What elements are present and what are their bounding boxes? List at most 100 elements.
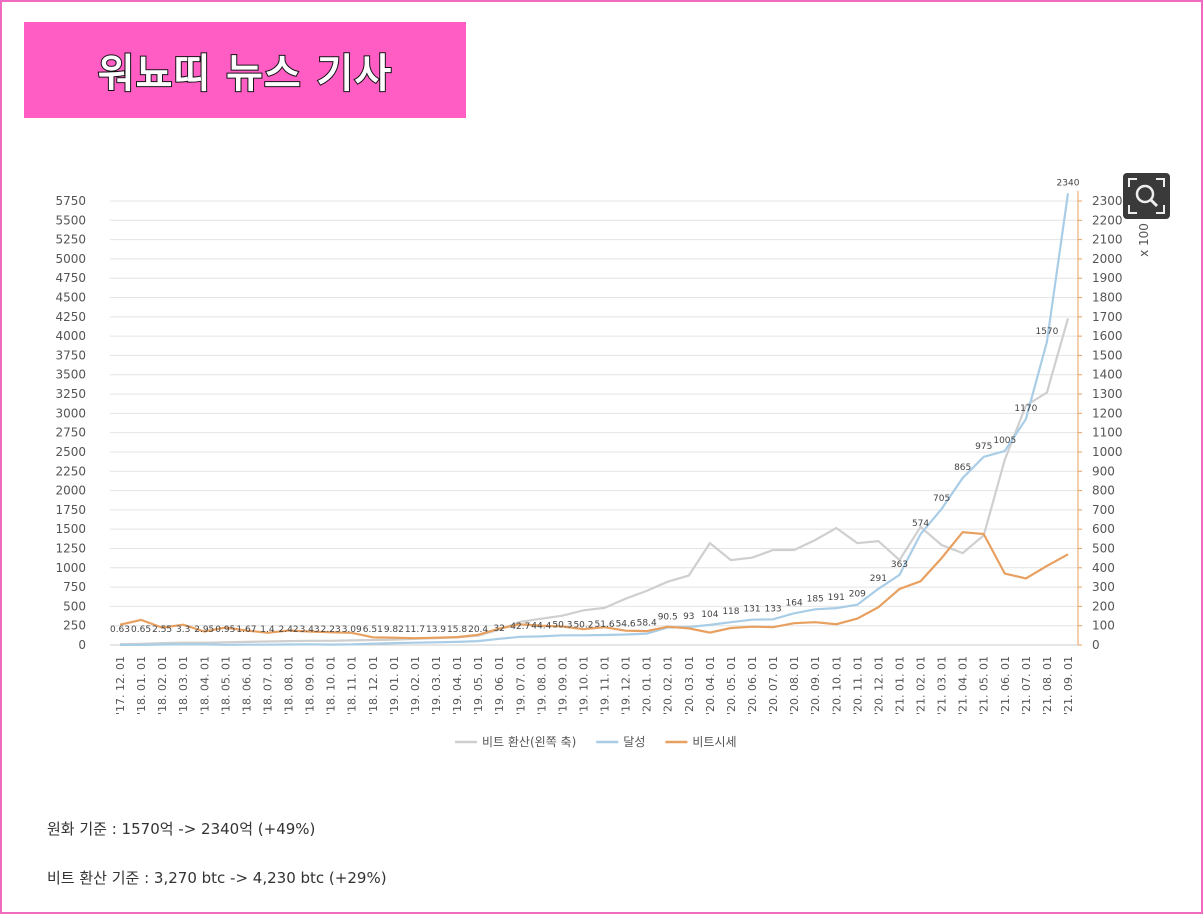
data-label: 50.2 <box>573 620 593 630</box>
data-label: 0.95 <box>215 625 235 635</box>
x-tick-label: '19. 09. 01 <box>556 656 569 715</box>
y2-tick-label: 1800 <box>1092 291 1123 305</box>
data-label: 3.43 <box>300 625 320 635</box>
data-label: 1570 <box>1035 327 1058 337</box>
data-label: 44.4 <box>531 621 551 631</box>
data-label: 0.65 <box>131 625 151 635</box>
data-label: 164 <box>786 598 803 608</box>
y-tick-label: 2000 <box>55 484 86 498</box>
y-tick-label: 1250 <box>55 541 86 555</box>
y-tick-label: 4000 <box>55 329 86 343</box>
data-label: 90.5 <box>658 613 678 623</box>
x-tick-label: '19. 11. 01 <box>599 656 612 715</box>
y-tick-label: 750 <box>63 580 86 594</box>
data-label: 0.63 <box>110 625 130 635</box>
x-tick-label: '19. 07. 01 <box>514 656 527 715</box>
x-tick-label: '18. 06. 01 <box>240 656 253 715</box>
y2-tick-label: 600 <box>1092 522 1115 536</box>
data-label: 2.55 <box>152 625 172 635</box>
y-tick-label: 3250 <box>55 387 86 401</box>
y2-tick-label: 2200 <box>1092 213 1123 227</box>
data-label: 32 <box>493 624 504 634</box>
x-tick-label: '21. 02. 01 <box>915 656 928 715</box>
y2-tick-label: 1600 <box>1092 329 1123 343</box>
y2-tick-label: 2100 <box>1092 233 1123 247</box>
y2-tick-label: 700 <box>1092 503 1115 517</box>
y2-tick-label: 500 <box>1092 541 1115 555</box>
data-label: 363 <box>891 560 908 570</box>
y-tick-label: 4750 <box>55 271 86 285</box>
data-label: 58.4 <box>637 619 657 629</box>
x-tick-label: '20. 01. 01 <box>641 656 654 715</box>
y-tick-label: 5750 <box>55 194 86 208</box>
data-label: 2.95 <box>194 625 214 635</box>
data-label: 1170 <box>1014 404 1037 414</box>
zoom-button[interactable] <box>1123 173 1170 219</box>
y-tick-label: 1500 <box>55 522 86 536</box>
y2-tick-label: 1500 <box>1092 348 1123 362</box>
header-banner: 워뇨띠 뉴스 기사 <box>24 22 466 118</box>
data-label: 191 <box>828 593 845 603</box>
data-label: 9.82 <box>384 625 404 635</box>
legend-label: 달성 <box>623 735 645 749</box>
data-label: 574 <box>912 519 929 529</box>
y-tick-label: 4250 <box>55 310 86 324</box>
x-tick-label: '19. 01. 01 <box>388 656 401 715</box>
y2-tick-label: 2300 <box>1092 194 1123 208</box>
data-label: 2.23 <box>321 625 341 635</box>
y2-tick-label: 300 <box>1092 580 1115 594</box>
data-label: 104 <box>701 610 718 620</box>
data-label: 13.9 <box>426 625 446 635</box>
y2-tick-label: 1100 <box>1092 426 1123 440</box>
data-label: 185 <box>807 594 824 604</box>
y2-tick-label: 1700 <box>1092 310 1123 324</box>
y-tick-label: 2250 <box>55 464 86 478</box>
data-label: 131 <box>743 605 760 615</box>
y-tick-label: 500 <box>63 599 86 613</box>
data-label: 209 <box>849 590 866 600</box>
data-label: 20.4 <box>468 625 488 635</box>
y2-tick-label: 800 <box>1092 484 1115 498</box>
y2-tick-label: 400 <box>1092 561 1115 575</box>
y2-axis-label: x 100 <box>1137 223 1151 257</box>
x-tick-label: '18. 10. 01 <box>325 656 338 715</box>
x-tick-label: '18. 03. 01 <box>177 656 190 715</box>
legend-label: 비트시세 <box>692 735 736 749</box>
y2-tick-label: 0 <box>1092 638 1100 652</box>
x-tick-label: '18. 05. 01 <box>219 656 232 715</box>
data-label: 133 <box>764 604 781 614</box>
y-tick-label: 2500 <box>55 445 86 459</box>
x-tick-label: '19. 12. 01 <box>620 656 633 715</box>
x-tick-label: '18. 09. 01 <box>304 656 317 715</box>
x-tick-label: '19. 02. 01 <box>409 656 422 715</box>
x-tick-label: '20. 04. 01 <box>704 656 717 715</box>
y-tick-label: 3000 <box>55 406 86 420</box>
y-tick-label: 250 <box>63 619 86 633</box>
y2-tick-label: 900 <box>1092 464 1115 478</box>
data-label: 865 <box>954 463 971 473</box>
data-label: 54.6 <box>616 619 636 629</box>
x-tick-label: '18. 12. 01 <box>367 656 380 715</box>
data-label: 50.3 <box>552 620 572 630</box>
y2-tick-label: 1000 <box>1092 445 1123 459</box>
x-tick-label: '20. 12. 01 <box>872 656 885 715</box>
y-tick-label: 5250 <box>55 233 86 247</box>
x-tick-label: '20. 06. 01 <box>746 656 759 715</box>
y2-tick-label: 200 <box>1092 599 1115 613</box>
x-tick-label: '18. 08. 01 <box>283 656 296 715</box>
data-label: 15.8 <box>447 625 467 635</box>
data-label: 705 <box>933 494 950 504</box>
data-label: 118 <box>722 607 739 617</box>
y2-tick-label: 100 <box>1092 619 1115 633</box>
legend-label: 비트 환산(왼쪽 축) <box>482 735 576 749</box>
y-tick-label: 0 <box>78 638 86 652</box>
y-tick-label: 3750 <box>55 348 86 362</box>
y-tick-label: 5000 <box>55 252 86 266</box>
x-tick-label: '19. 05. 01 <box>472 656 485 715</box>
series-line <box>120 193 1070 646</box>
zoom-icon <box>1128 178 1165 214</box>
x-tick-label: '21. 04. 01 <box>957 656 970 715</box>
x-tick-label: '19. 08. 01 <box>535 656 548 715</box>
series-line <box>119 318 1070 646</box>
